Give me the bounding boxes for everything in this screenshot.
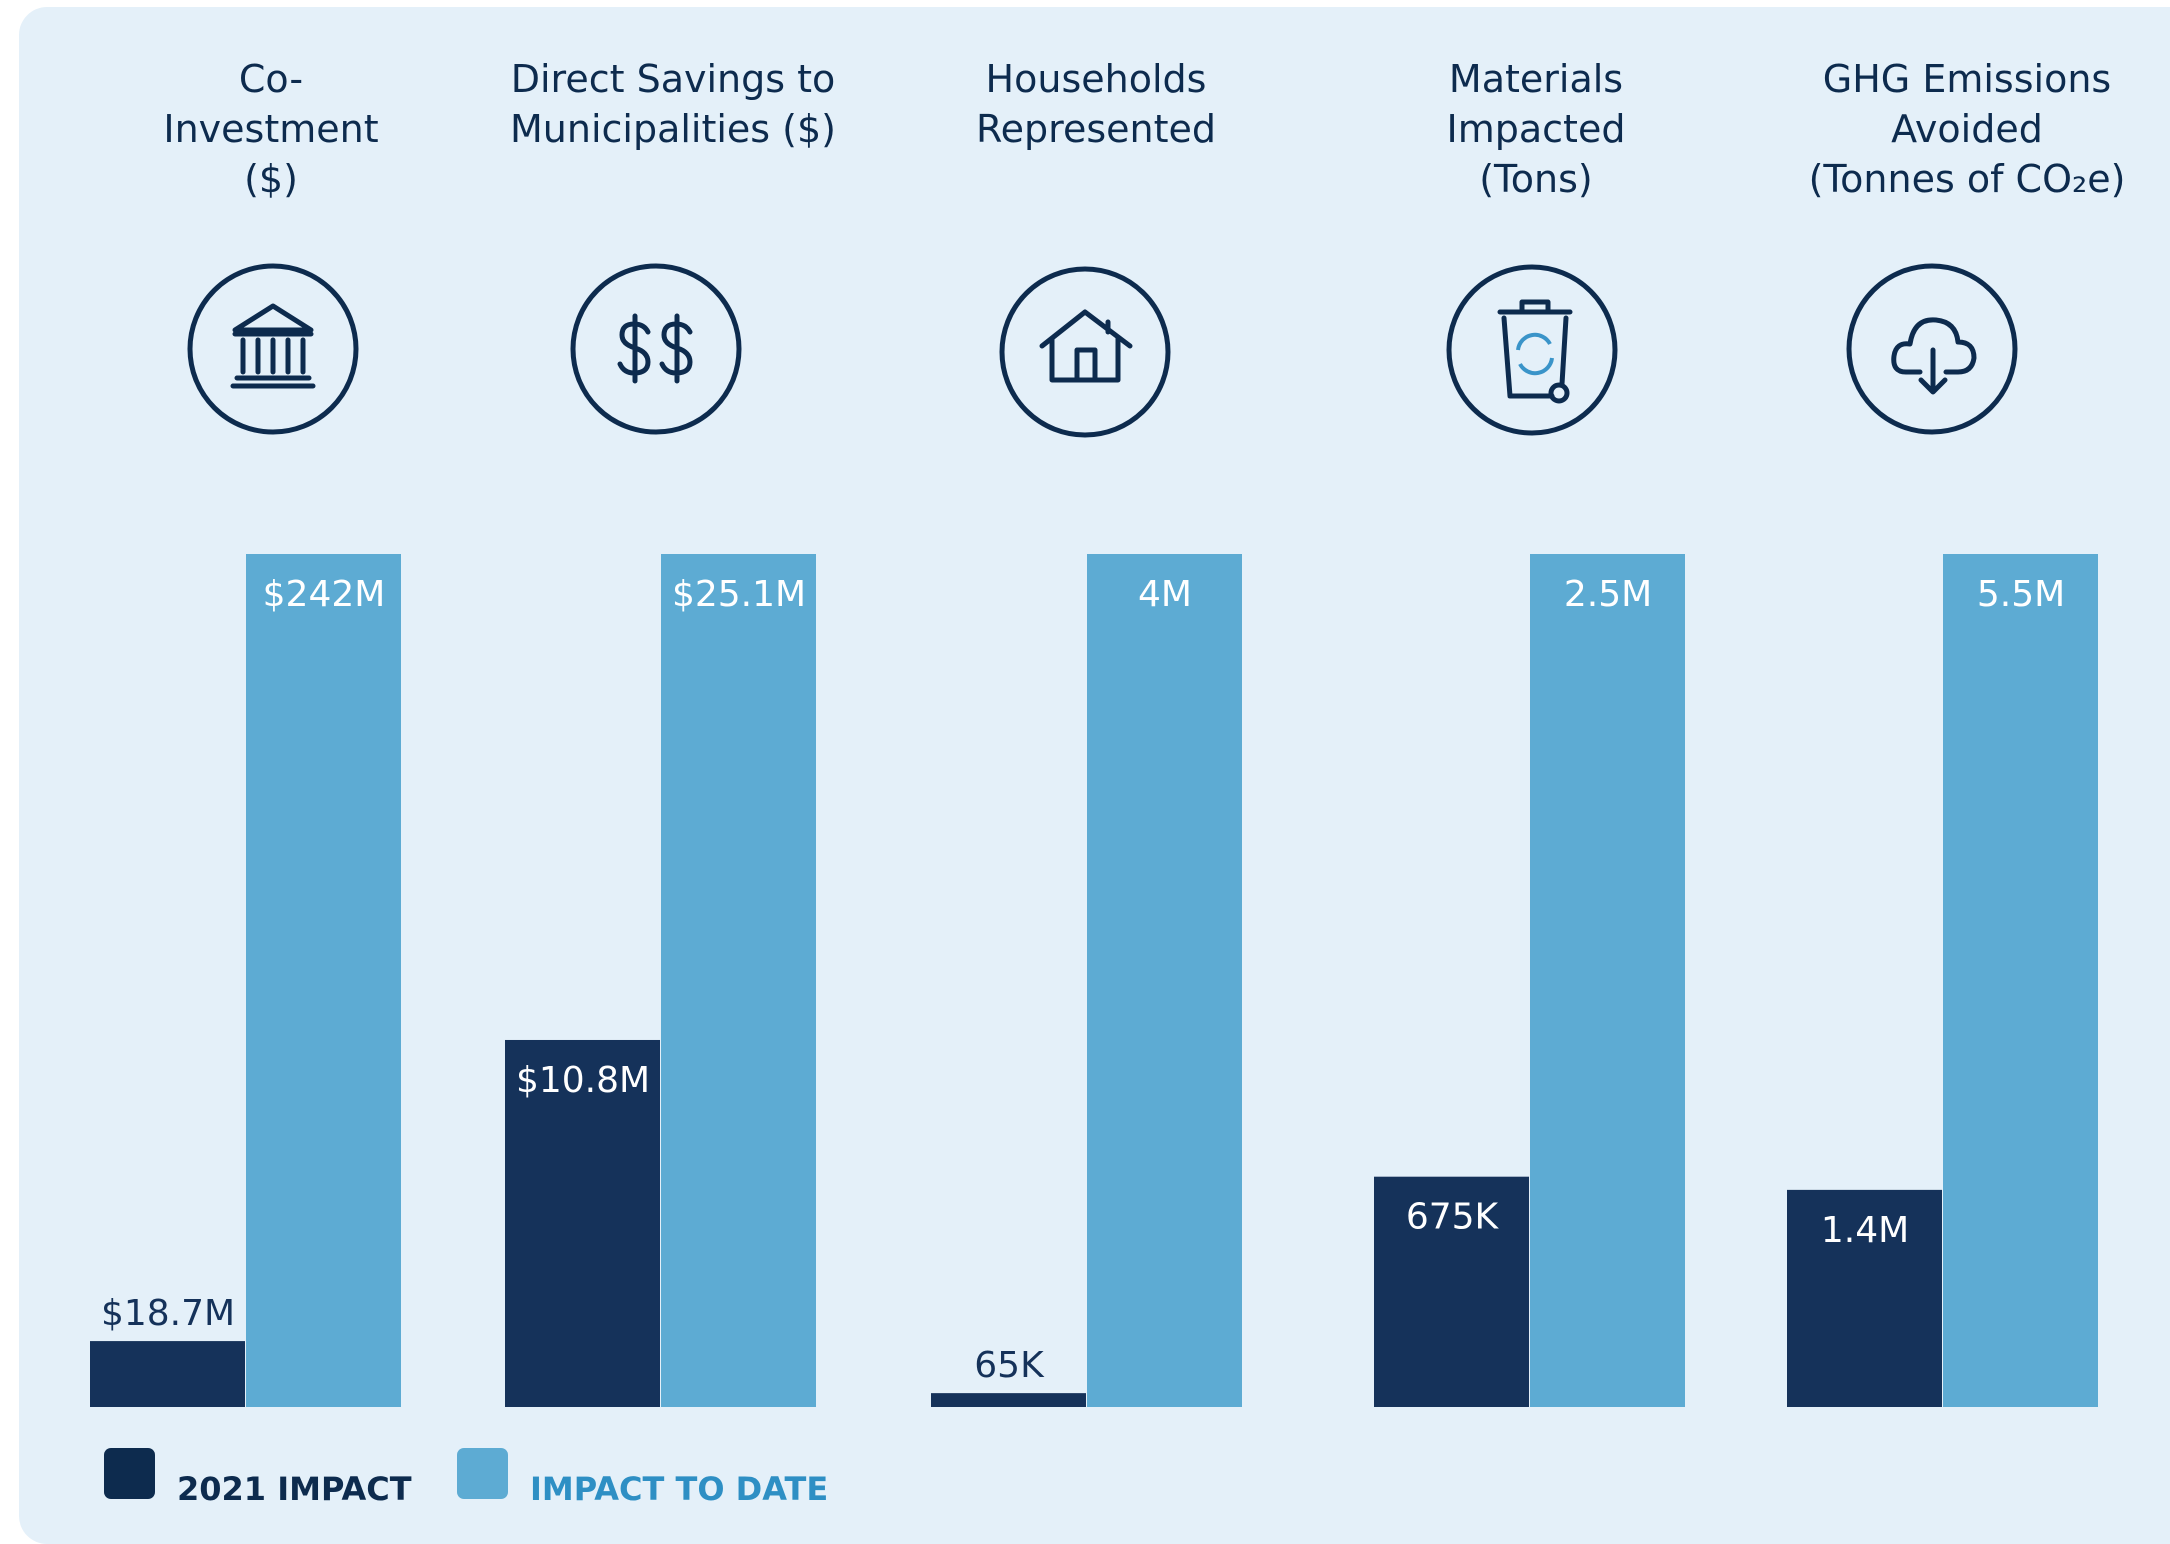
category-label: GHG Emissions <box>1823 57 2111 101</box>
legend-label: IMPACT TO DATE <box>530 1470 828 1508</box>
value-label: 65K <box>974 1345 1045 1386</box>
bar <box>1087 554 1242 1407</box>
bar <box>931 1393 1086 1407</box>
category-label: Investment <box>163 107 378 151</box>
bar <box>1374 1176 1529 1407</box>
category-label: Municipalities ($) <box>510 107 836 151</box>
category-label: Impacted <box>1447 107 1626 151</box>
value-label: 2.5M <box>1564 574 1652 615</box>
icon-cloud <box>1846 263 2018 435</box>
category-label: Co- <box>239 57 303 101</box>
category-label: ($) <box>244 157 298 201</box>
value-label: 1.4M <box>1821 1210 1909 1251</box>
legend-swatch <box>457 1448 508 1499</box>
value-label: 675K <box>1406 1197 1500 1238</box>
bar <box>661 554 816 1407</box>
value-label: $10.8M <box>516 1060 650 1101</box>
legend-label: 2021 IMPACT <box>177 1470 412 1508</box>
category-label: (Tonnes of CO₂e) <box>1809 157 2126 201</box>
bar <box>505 1039 660 1407</box>
bar <box>1943 554 2098 1407</box>
category-label: Represented <box>976 107 1216 151</box>
bar <box>90 1341 245 1407</box>
icon-bin <box>1446 264 1618 436</box>
value-label: $18.7M <box>101 1293 235 1334</box>
bar <box>246 554 401 1407</box>
legend-swatch <box>104 1448 155 1499</box>
value-label: 4M <box>1138 574 1192 615</box>
category-label: Direct Savings to <box>511 57 836 101</box>
value-label: 5.5M <box>1977 574 2065 615</box>
icon-dollars <box>570 263 742 435</box>
category-label: (Tons) <box>1479 157 1593 201</box>
category-label: Households <box>986 57 1207 101</box>
icon-bank <box>187 263 359 435</box>
icon-house <box>999 266 1171 438</box>
bar <box>1787 1189 1942 1407</box>
value-label: $25.1M <box>672 574 806 615</box>
bar <box>1530 554 1685 1407</box>
category-label: Materials <box>1449 57 1623 101</box>
category-label: Avoided <box>1891 107 2043 151</box>
value-label: $242M <box>263 574 386 615</box>
